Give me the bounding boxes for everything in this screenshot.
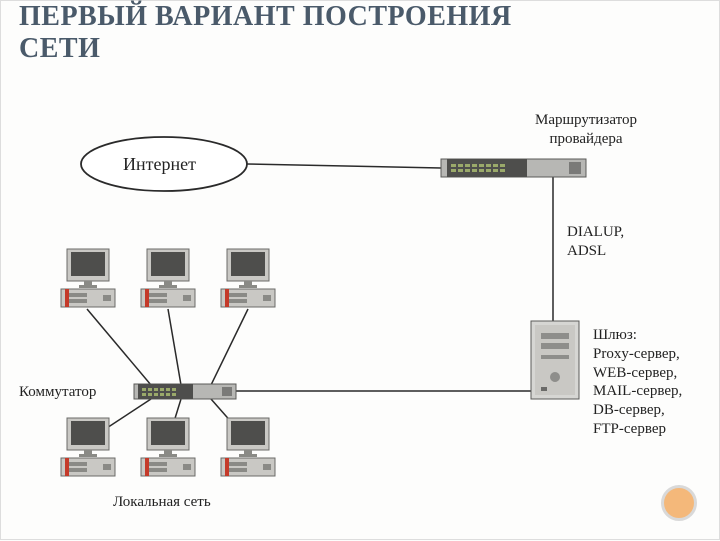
router-label: Маршрутизатор провайдера [521,111,651,149]
pc-icon [141,249,195,307]
gateway-label: Шлюз: Proxy-сервер, WEB-сервер, MAIL-сер… [593,326,682,439]
pc-icon [141,418,195,476]
pc-icon [221,418,275,476]
edge-internet-router [247,164,441,168]
diagram-canvas [1,1,720,541]
switch-icon [134,384,236,399]
lan-label: Локальная сеть [113,493,211,512]
gateway-icon [531,321,579,399]
switch-label: Коммутатор [19,383,96,402]
connection-label: DIALUP, ADSL [567,223,624,261]
router-icon [441,159,586,177]
pc-icon [221,249,275,307]
pc-icon [61,249,115,307]
decorative-dot-icon [661,485,697,521]
pc-icon [61,418,115,476]
internet-label: Интернет [123,153,196,176]
